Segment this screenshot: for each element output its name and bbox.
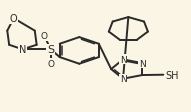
Text: N: N (19, 45, 26, 55)
Text: O: O (10, 14, 18, 24)
Text: S: S (47, 45, 54, 55)
Text: O: O (47, 59, 54, 68)
Text: N: N (120, 55, 126, 64)
Text: N: N (139, 59, 146, 68)
Text: N: N (120, 75, 126, 83)
Text: SH: SH (166, 70, 179, 80)
Text: O: O (41, 32, 48, 41)
